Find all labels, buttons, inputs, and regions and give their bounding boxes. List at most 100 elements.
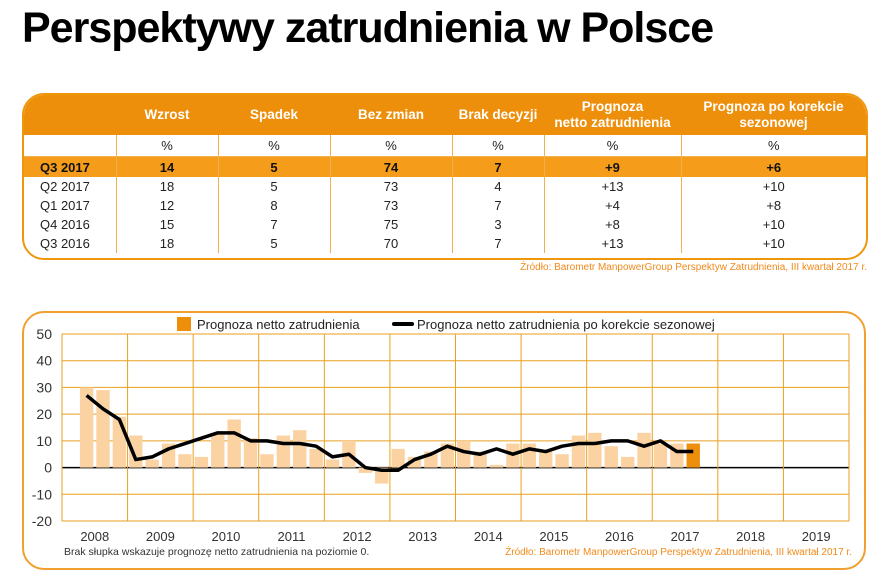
table-cell: 7	[217, 215, 330, 234]
bar	[489, 464, 504, 468]
bar	[358, 467, 373, 473]
chart-source: Źródło: Barometr ManpowerGroup Perspekty…	[505, 545, 852, 558]
table-header-row: Wzrost Spadek Bez zmian Brak decyzji Prognoz…	[24, 95, 866, 135]
table-cell: Q3 2017	[24, 156, 116, 177]
table-cell: 74	[329, 156, 452, 177]
y-tick-label: -10	[32, 486, 52, 502]
unit-cell: %	[543, 135, 681, 157]
y-tick-label: 40	[36, 353, 52, 369]
table-cell: 14	[115, 156, 218, 177]
bar	[473, 451, 487, 468]
table-cell: +10	[680, 177, 866, 196]
bar	[604, 446, 618, 468]
bar	[211, 432, 225, 468]
unit-cell	[24, 135, 116, 157]
bar	[227, 419, 241, 468]
table-cell: 75	[329, 215, 452, 234]
y-tick-label: 10	[36, 433, 52, 449]
table-cell: Q1 2017	[40, 198, 90, 213]
table-cell: Q3 2016	[40, 236, 90, 251]
table-cell: 12	[115, 196, 218, 215]
x-tick-label: 2015	[539, 529, 568, 544]
bar	[260, 454, 274, 468]
chart-container: 50 40 30 20 10 0 -10 -20 2008 2009 2010 2011 2012 201…	[22, 311, 866, 570]
unit-cell: %	[680, 135, 866, 157]
seasonal-line	[85, 394, 694, 472]
bar	[325, 459, 340, 468]
y-tick-label: 20	[36, 406, 52, 422]
table-cell: 18	[115, 234, 218, 253]
table-cell: 73	[329, 196, 452, 215]
bar	[653, 443, 668, 468]
table-cell: +4	[543, 196, 681, 215]
table-cell: 5	[217, 234, 330, 253]
column-header	[24, 95, 116, 135]
column-header: Prognoza po korekcie sezonowej	[681, 95, 866, 135]
table-cell: Q4 2016	[40, 217, 90, 232]
table-cell: 8	[217, 196, 330, 215]
legend-bar-label: Prognoza netto zatrudnienia	[197, 317, 360, 332]
y-tick-label: -20	[32, 513, 52, 529]
table-cell: 5	[217, 177, 330, 196]
column-header: Wzrost	[116, 95, 218, 135]
forecast-table: Wzrost Spadek Bez zmian Brak decyzji Prognoz…	[24, 95, 866, 253]
table-row: Q1 2017 12 8 73 7 +4 +8	[24, 196, 866, 215]
x-tick-label: 2014	[474, 529, 503, 544]
table-row: Q2 2017 18 5 73 4 +13 +10	[24, 177, 866, 196]
x-tick-label: 2010	[211, 529, 240, 544]
unit-cell: %	[217, 135, 330, 157]
x-tick-label: 2016	[605, 529, 634, 544]
table-cell: 7	[451, 196, 544, 215]
bar	[588, 432, 602, 468]
table-source: Źródło: Barometr ManpowerGroup Perspekty…	[520, 262, 867, 273]
bar	[686, 443, 700, 468]
bar	[555, 454, 569, 468]
bar	[96, 390, 110, 468]
bar	[457, 440, 471, 468]
y-tick-label: 50	[36, 326, 52, 342]
table-cell: 5	[217, 156, 330, 177]
bar	[112, 416, 127, 468]
bar	[407, 456, 422, 468]
table-cell: 3	[451, 215, 544, 234]
bar	[276, 435, 291, 468]
bar	[309, 448, 323, 468]
bar	[637, 432, 651, 468]
table-cell: +8	[543, 215, 681, 234]
table-cell: Q2 2017	[40, 179, 90, 194]
x-tick-label: 2013	[408, 529, 437, 544]
table-cell: 4	[451, 177, 544, 196]
chart-footnote: Brak słupka wskazuje prognozę netto zatr…	[64, 546, 369, 558]
x-tick-label: 2008	[80, 529, 109, 544]
table-row: Q3 2017 14 5 74 7 +9 +6	[24, 156, 866, 177]
y-tick-label: 0	[44, 460, 52, 476]
x-tick-label: 2012	[343, 529, 372, 544]
column-header: Brak decyzji	[452, 95, 544, 135]
x-tick-label: 2011	[278, 529, 306, 544]
bar	[620, 456, 635, 468]
x-tick-label: 2019	[802, 529, 831, 544]
table-cell: 7	[451, 156, 544, 177]
unit-cell: %	[329, 135, 452, 157]
legend-bar-swatch-icon	[177, 317, 191, 331]
column-header: Spadek	[218, 95, 330, 135]
bar	[571, 435, 586, 468]
table-cell: +13	[543, 234, 681, 253]
table-cell: +9	[543, 156, 681, 177]
unit-cell: %	[451, 135, 544, 157]
bar	[145, 459, 159, 468]
table-cell: +10	[680, 234, 866, 253]
bar	[194, 456, 209, 468]
table-cell: +10	[680, 215, 866, 234]
bar	[391, 448, 405, 468]
table-row: Q3 2016 18 5 70 7 +13 +10	[24, 234, 866, 253]
column-header: Prognoza netto zatrudnienia	[544, 95, 681, 135]
bar	[538, 451, 553, 468]
bar	[178, 454, 192, 468]
table-cell: 70	[329, 234, 452, 253]
table-cell: 7	[451, 234, 544, 253]
table-row: Q4 2016 15 7 75 3 +8 +10	[24, 215, 866, 234]
bar	[293, 430, 307, 468]
table-cell: +6	[680, 156, 866, 177]
page-title: Perspektywy zatrudnienia w Polsce	[22, 4, 714, 52]
